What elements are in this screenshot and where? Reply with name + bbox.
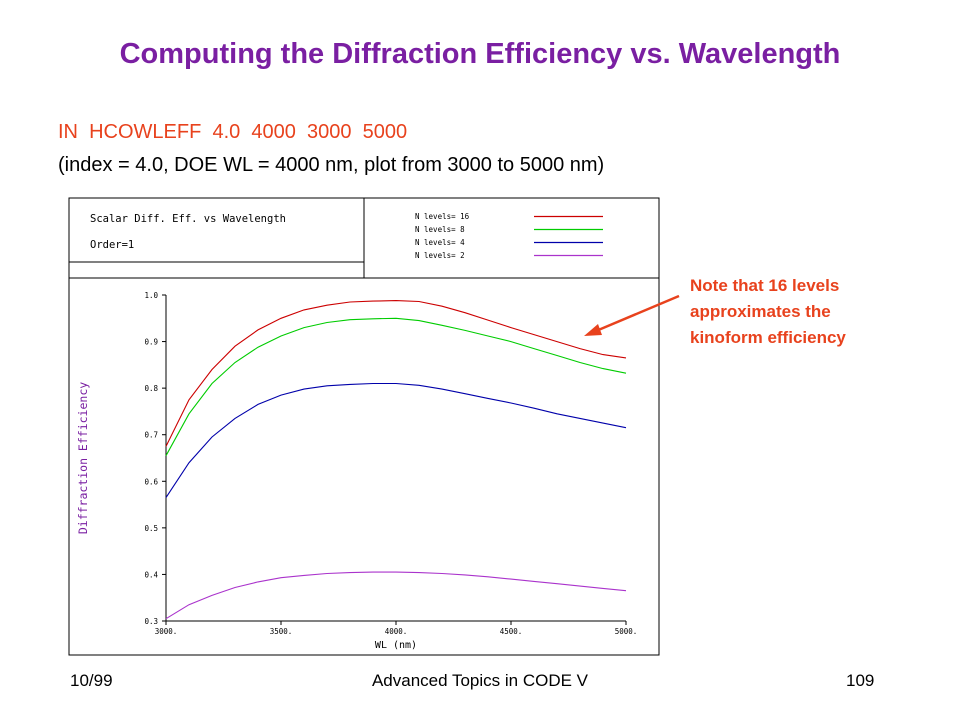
y-tick-label: 0.5 [144,524,158,533]
note-line-3: kinoform efficiency [690,328,846,347]
legend-label: N levels= 8 [415,225,465,234]
series-line-2 [165,382,627,498]
command-explanation: (index = 4.0, DOE WL = 4000 nm, plot fro… [58,154,605,176]
note-line-1: Note that 16 levels [690,276,840,295]
legend-label: N levels= 16 [415,212,470,221]
y-tick-label: 1.0 [144,291,158,300]
note-arrow [584,294,680,336]
command-line: IN HCOWLEFF 4.0 4000 3000 5000 [58,121,408,143]
series-line-1 [165,317,627,456]
footer-page-number: 109 [846,671,875,690]
legend-label: N levels= 4 [415,238,465,247]
series-line-3 [165,571,627,620]
legend: N levels= 16 N levels= 8 N levels= 4 N leve… [415,212,603,260]
series-line-0 [165,300,627,447]
footer-date: 10/99 [70,671,113,690]
x-tick-label: 5000. [615,627,638,636]
y-tick-label: 0.9 [144,338,158,347]
y-tick-label: 0.4 [144,570,158,579]
y-ticks: 0.3 0.4 0.5 0.6 0.7 0.8 0.9 1.0 [144,291,166,626]
y-axis-label: Diffraction Efficiency [76,382,90,534]
x-ticks: 3000. 3500. 4000. 4500. 5000. [155,621,638,636]
x-tick-label: 3500. [270,627,293,636]
x-tick-label: 4000. [385,627,408,636]
y-tick-label: 0.7 [144,431,158,440]
y-tick-label: 0.6 [144,477,158,486]
y-tick-label: 0.8 [144,384,158,393]
chart-title: Scalar Diff. Eff. vs Wavelength [90,213,286,225]
slide-title: Computing the Diffraction Efficiency vs.… [119,38,841,70]
x-tick-label: 3000. [155,627,178,636]
note-line-2: approximates the [690,302,831,321]
chart-subtitle: Order=1 [90,239,134,251]
series-lines [165,300,627,620]
footer-title: Advanced Topics in CODE V [371,671,589,690]
x-axis-label: WL (nm) [375,640,417,651]
y-tick-label: 0.3 [144,617,158,626]
legend-label: N levels= 2 [415,251,465,260]
annotation-note: Note that 16 levels approximates the kin… [690,273,920,351]
x-tick-label: 4500. [500,627,523,636]
